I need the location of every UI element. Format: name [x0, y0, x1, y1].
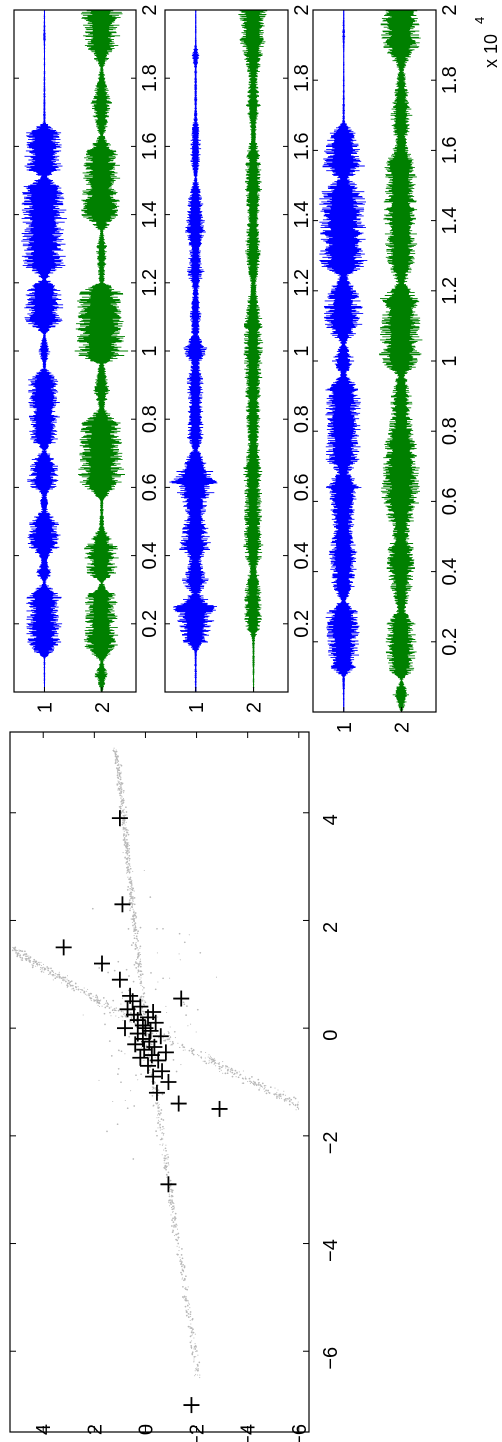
x-tick-label: −4	[320, 1239, 342, 1262]
x-tick-label: 2	[291, 4, 313, 15]
y-tick-label: −2	[187, 1424, 209, 1442]
scatter-markers	[55, 810, 228, 1414]
exponent-power: 4	[472, 17, 487, 24]
cross-marker	[154, 1063, 171, 1080]
x-tick-label: 0.6	[291, 473, 313, 501]
x-tick-label: 1.6	[291, 132, 313, 160]
y-tick-label: −4	[238, 1424, 260, 1442]
y-tick-label: −6	[289, 1424, 311, 1442]
x-tick-label: 0.8	[439, 417, 461, 445]
cross-marker	[55, 939, 72, 956]
cross-marker	[160, 1176, 177, 1193]
scatter-y-ticks: 4 2 0 −2 −4 −6	[33, 732, 311, 1442]
x-tick-label: 1.2	[291, 269, 313, 297]
x-tick-label: 2	[320, 922, 342, 933]
cross-marker	[111, 971, 128, 988]
cross-marker	[114, 896, 131, 913]
waveform-panel-1: 0.20.40.60.811.21.41.61.821 2	[13, 4, 161, 713]
waveform-x-ticks: 0.2 0.4 0.6 0.8 1 1.2 1.4 1.6 1.8 2	[165, 4, 313, 638]
x-tick-label: 1.2	[139, 269, 161, 297]
waveform-panel-2: 0.20.40.60.811.21.41.61.821 2	[164, 4, 313, 713]
x-tick-label: 1	[439, 355, 461, 366]
cross-marker	[157, 1044, 174, 1061]
x-tick-label: 0.4	[291, 542, 313, 570]
waveform-series-2	[238, 9, 268, 693]
cross-marker	[150, 1052, 167, 1069]
channel-label: 2	[392, 722, 414, 733]
cross-marker	[132, 998, 149, 1015]
x-tick-label: 0.6	[139, 473, 161, 501]
cross-marker	[117, 1020, 133, 1037]
x-tick-label: 4	[320, 814, 342, 825]
x-tick-label: 1.8	[139, 64, 161, 92]
x-tick-label: 0.8	[139, 405, 161, 433]
cross-marker	[127, 1036, 144, 1053]
cross-marker	[140, 1057, 156, 1074]
x-tick-label: 1.4	[439, 207, 461, 235]
cross-marker	[183, 1397, 200, 1414]
cross-marker	[170, 1095, 187, 1112]
x-tick-label: 2	[139, 4, 161, 15]
x-tick-label: 0.2	[139, 610, 161, 638]
x-tick-label: 1.6	[439, 136, 461, 164]
cross-marker	[142, 1022, 159, 1039]
channel-label: 1	[186, 702, 208, 713]
x-tick-label: 1	[139, 345, 161, 356]
cross-marker	[94, 955, 110, 972]
x-tick-label: 1.6	[139, 132, 161, 160]
scatter-panel: −6 −4 −2 0 2 4 4 2 0 −2 −4 −6	[9, 731, 342, 1442]
cross-marker	[211, 1100, 228, 1117]
channel-label: 1	[334, 722, 356, 733]
x-tick-label: 2	[439, 4, 461, 15]
cross-marker	[147, 1014, 164, 1031]
waveform-x-ticks: 0.2 0.4 0.6 0.8 1 1.2 1.4 1.6 1.8 2	[14, 4, 161, 638]
x-tick-label: 0	[320, 1030, 342, 1041]
exponent-label: x 10	[481, 34, 501, 68]
x-tick-label: 0.4	[139, 542, 161, 570]
x-tick-label: 1.8	[439, 66, 461, 94]
x-tick-label: −2	[320, 1131, 342, 1154]
x-tick-label: 1.4	[139, 201, 161, 229]
cross-marker	[152, 1028, 169, 1045]
y-tick-label: 2	[84, 1424, 106, 1435]
cross-marker	[132, 1049, 149, 1066]
waveform-series-2	[379, 9, 423, 713]
cross-marker	[173, 990, 190, 1007]
cross-marker	[145, 1068, 162, 1085]
channel-label: 2	[92, 702, 114, 713]
x-tick-label: 1.8	[291, 64, 313, 92]
cross-marker	[146, 1039, 163, 1055]
x-tick-label: 1	[291, 345, 313, 356]
waveform-axes-box	[164, 9, 289, 693]
cross-marker	[111, 810, 128, 827]
x-tick-label: 0.6	[439, 487, 461, 515]
x-tick-label: 0.4	[439, 558, 461, 586]
cross-marker	[148, 1084, 165, 1101]
scatter-cloud	[11, 747, 300, 1379]
waveform-panel-3: 0.20.40.60.811.21.41.61.821 2	[312, 4, 461, 733]
x-tick-label: 1.2	[439, 277, 461, 305]
scatter-axes-box	[9, 731, 310, 1433]
waveform-x-ticks: 0.2 0.4 0.6 0.8 1 1.2 1.4 1.6 1.8 2	[313, 4, 461, 656]
x-tick-label: −6	[320, 1347, 342, 1370]
x-tick-label: 0.2	[439, 628, 461, 656]
cross-marker	[160, 1074, 177, 1090]
x-tick-label: 0.8	[291, 405, 313, 433]
waveform-series-1	[169, 9, 218, 693]
channel-label: 1	[35, 702, 57, 713]
x-tick-label: 0.2	[291, 610, 313, 638]
y-tick-label: 0	[135, 1424, 157, 1435]
exponent-label-group: x 10 4	[472, 17, 501, 68]
x-tick-label: 1.4	[291, 201, 313, 229]
y-tick-label: 4	[33, 1424, 55, 1435]
channel-label: 2	[244, 702, 266, 713]
scatter-x-ticks: −6 −4 −2 0 2 4	[10, 812, 342, 1370]
